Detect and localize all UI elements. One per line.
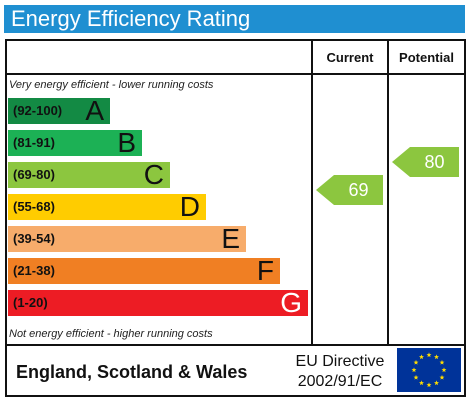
- bottom-note: Not energy efficient - higher running co…: [9, 328, 213, 340]
- chart-title: Energy Efficiency Rating: [4, 5, 465, 33]
- band-b: (81-91) B: [8, 127, 142, 158]
- eu-star-icon: [434, 354, 439, 360]
- band-c: (69-80) C: [8, 159, 170, 190]
- eu-star-icon: [413, 374, 419, 380]
- eu-star-icon: [441, 367, 447, 373]
- current-rating-arrow: 69: [316, 175, 383, 205]
- band-d-letter: D: [179, 191, 200, 222]
- region-label: England, Scotland & Wales: [16, 362, 248, 382]
- eu-star-icon: [426, 382, 432, 388]
- band-d: (55-68) D: [8, 191, 206, 222]
- band-f-letter: F: [256, 255, 274, 286]
- eu-star-icon: [434, 380, 439, 386]
- band-c-letter: C: [143, 159, 164, 190]
- current-column-header: Current: [326, 50, 374, 65]
- band-c-range: (69-80): [13, 167, 55, 182]
- footer-divider: [5, 344, 466, 346]
- eu-directive-line1: EU Directive: [295, 353, 385, 370]
- top-note: Very energy efficient - lower running co…: [9, 79, 214, 91]
- band-b-range: (81-91): [13, 135, 55, 150]
- eu-star-icon: [439, 359, 445, 365]
- column-divider-potential: [387, 39, 389, 345]
- band-g-range: (1-20): [13, 295, 48, 310]
- band-e: (39-54) E: [8, 223, 246, 254]
- eu-flag-icon: [397, 348, 461, 392]
- eu-star-icon: [426, 352, 432, 358]
- header-divider: [5, 73, 466, 75]
- band-e-letter: E: [221, 223, 240, 254]
- band-a: (92-100) A: [8, 95, 110, 126]
- band-e-range: (39-54): [13, 231, 55, 246]
- eu-stars-icon: [411, 352, 447, 388]
- potential-rating-arrow: 80: [392, 147, 459, 177]
- potential-rating-value: 80: [424, 152, 445, 172]
- column-divider-current: [311, 39, 313, 345]
- band-a-range: (92-100): [13, 103, 63, 118]
- rating-frame: [5, 39, 466, 397]
- band-g-letter: G: [280, 287, 302, 318]
- eu-star-icon: [439, 374, 445, 380]
- band-f-range: (21-38): [13, 263, 55, 278]
- eu-star-icon: [411, 367, 417, 373]
- eu-star-icon: [419, 354, 424, 360]
- current-rating-value: 69: [348, 180, 369, 200]
- band-b-letter: B: [117, 127, 136, 158]
- eu-directive: EU Directive 2002/91/EC: [285, 352, 395, 392]
- eu-star-icon: [413, 359, 419, 365]
- band-f: (21-38) F: [8, 255, 280, 286]
- potential-column-header: Potential: [399, 50, 454, 65]
- eu-directive-line2: 2002/91/EC: [297, 373, 383, 390]
- band-d-range: (55-68): [13, 199, 55, 214]
- band-g: (1-20) G: [8, 287, 308, 318]
- band-a-letter: A: [85, 95, 104, 126]
- eu-star-icon: [419, 380, 424, 386]
